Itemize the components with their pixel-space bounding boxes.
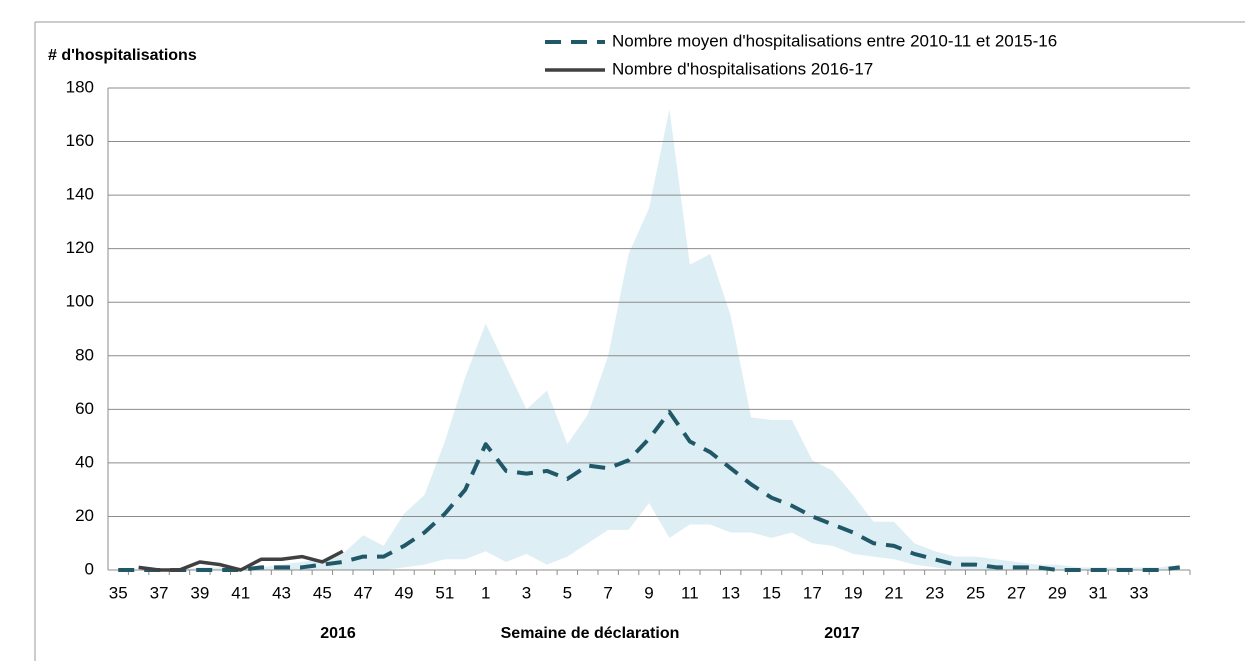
y-tick-label: 100 (66, 292, 94, 311)
x-tick-label: 47 (354, 583, 373, 602)
legend-label: Nombre moyen d'hospitalisations entre 20… (612, 31, 1057, 50)
x-tick-label: 7 (603, 583, 612, 602)
x-tick-label: 3 (522, 583, 531, 602)
y-tick-label: 0 (85, 559, 94, 578)
y-tick-label: 40 (75, 452, 94, 471)
y-tick-label: 140 (66, 185, 94, 204)
x-tick-label: 37 (150, 583, 169, 602)
x-tick-label: 13 (721, 583, 740, 602)
x-tick-label: 23 (925, 583, 944, 602)
x-tick-label: 11 (681, 583, 699, 602)
x-tick-label: 45 (313, 583, 332, 602)
x-tick-label: 5 (563, 583, 572, 602)
y-axis-label: # d'hospitalisations (48, 47, 197, 64)
y-tick-label: 80 (75, 345, 94, 364)
x-tick-label: 17 (803, 583, 822, 602)
x-tick-label: 41 (231, 583, 250, 602)
y-tick-label: 180 (66, 77, 94, 96)
y-tick-label: 120 (66, 238, 94, 257)
x-tick-label: 1 (481, 583, 490, 602)
x-tick-label: 15 (762, 583, 781, 602)
x-tick-label: 39 (190, 583, 209, 602)
x-tick-label: 51 (435, 583, 454, 602)
legend-label: Nombre d'hospitalisations 2016-17 (612, 59, 873, 78)
range-band (118, 109, 1180, 570)
y-tick-label: 160 (66, 131, 94, 150)
x-tick-label: 35 (109, 583, 128, 602)
x-tick-label: 27 (1007, 583, 1026, 602)
x-tick-label: 19 (844, 583, 863, 602)
annotation: 2017 (824, 625, 860, 642)
x-tick-label: 49 (395, 583, 414, 602)
x-tick-label: 29 (1048, 583, 1067, 602)
x-tick-label: 9 (644, 583, 653, 602)
y-tick-label: 60 (75, 399, 94, 418)
x-tick-label: 33 (1130, 583, 1149, 602)
x-tick-label: 43 (272, 583, 291, 602)
x-tick-label: 21 (885, 583, 904, 602)
x-axis-label: Semaine de déclaration (501, 625, 680, 642)
annotation: 2016 (320, 625, 356, 642)
x-tick-label: 31 (1089, 583, 1108, 602)
y-tick-label: 20 (75, 506, 94, 525)
series-line (138, 549, 344, 572)
x-tick-label: 25 (966, 583, 985, 602)
